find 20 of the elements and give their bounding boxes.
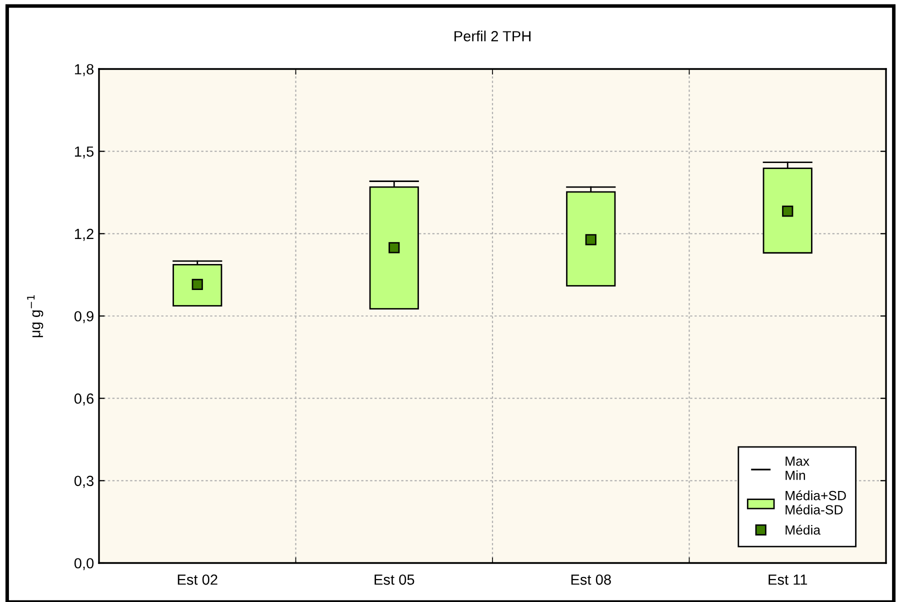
y-tick-label: 0,0	[74, 558, 94, 570]
y-tick-label: 1,2	[74, 228, 94, 241]
y-tick-label: 1,8	[74, 64, 94, 76]
legend-label: Média+SD Média-SD	[786, 490, 846, 514]
y-tick-label: 0,9	[74, 311, 94, 324]
point	[585, 234, 596, 246]
chart-title: Perfil 2 TPH	[454, 30, 530, 42]
y-tick-label: 0,3	[74, 476, 94, 488]
x-tick-label: Est 02	[178, 574, 218, 585]
y-tick-label: 0,6	[74, 393, 94, 406]
x-tick-label: Est 05	[374, 574, 414, 585]
x-tick-label: Est 11	[768, 574, 808, 585]
point	[388, 242, 400, 254]
y-tick-label: 1,5	[74, 146, 94, 158]
legend-label: Média	[786, 524, 821, 535]
point	[192, 278, 203, 290]
y-axis-title: μg g$^{−1}$	[27, 295, 44, 338]
point	[782, 206, 794, 217]
x-tick-label: Est 08	[571, 574, 611, 585]
annotation: Max Min	[786, 456, 810, 480]
